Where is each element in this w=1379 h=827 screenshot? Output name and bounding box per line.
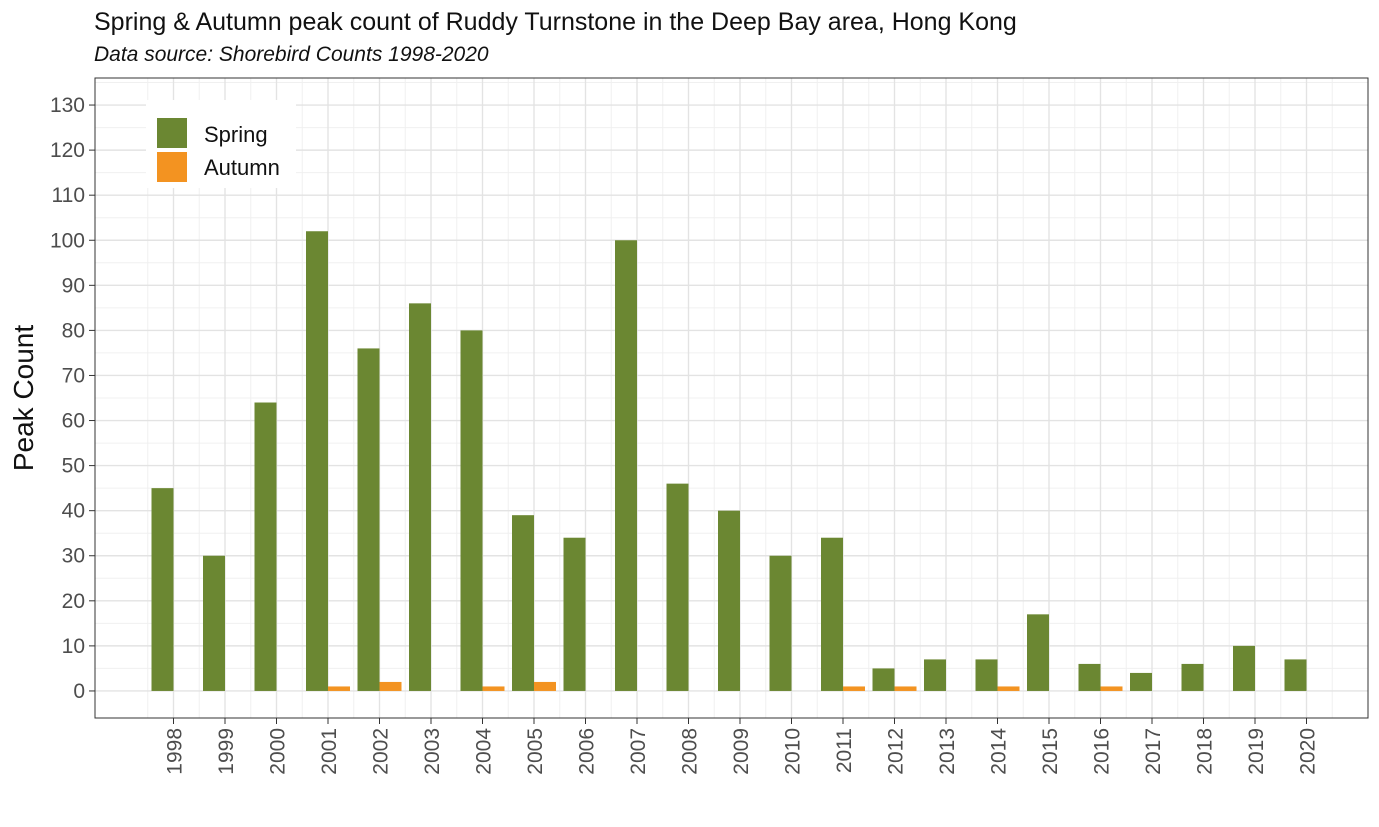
y-tick-label: 90	[62, 274, 85, 297]
legend: Spring Autumn	[146, 100, 296, 188]
y-tick-label: 130	[50, 94, 85, 117]
y-tick-label: 50	[62, 455, 85, 478]
x-tick-label: 2014	[988, 728, 1011, 775]
bar-spring-2013	[924, 659, 946, 691]
bar-spring-2017	[1130, 672, 1152, 691]
bar-spring-2015	[1027, 614, 1049, 691]
bar-spring-1998	[151, 488, 174, 691]
x-tick-label: 2019	[1245, 728, 1268, 775]
x-tick-label: 2008	[679, 728, 702, 775]
y-axis-label: Peak Count	[8, 325, 39, 472]
x-tick-label: 2001	[318, 728, 341, 775]
x-tick-label: 2002	[370, 728, 393, 775]
chart-title: Spring & Autumn peak count of Ruddy Turn…	[94, 8, 1017, 36]
bar-autumn-2002	[379, 681, 402, 691]
x-axis: 1998 1999 2000 2001 2002 2003 2004 2005 2006 2007…	[164, 718, 1320, 775]
plot-border	[94, 77, 1369, 719]
y-tick-label: 80	[62, 319, 85, 342]
bars	[151, 231, 1307, 691]
x-tick-label: 2020	[1297, 728, 1320, 775]
x-tick-label: 2006	[576, 728, 599, 775]
x-tick-label: 2000	[267, 728, 290, 775]
bar-autumn-2016	[1100, 686, 1123, 691]
x-tick-label: 1999	[215, 728, 238, 775]
x-tick-label: 2004	[473, 728, 496, 775]
bar-spring-2001	[306, 231, 328, 691]
bar-spring-2009	[718, 510, 740, 691]
legend-label-spring: Spring	[204, 122, 268, 147]
y-tick-label: 20	[62, 590, 85, 613]
bar-spring-2012	[872, 668, 895, 691]
bar-autumn-2001	[328, 686, 350, 691]
x-tick-label: 2010	[782, 728, 805, 775]
bar-spring-2020	[1284, 659, 1307, 691]
y-tick-label: 110	[52, 184, 85, 207]
bar-autumn-2011	[843, 686, 865, 691]
x-tick-label: 2012	[885, 728, 908, 775]
y-tick-label: 70	[62, 364, 85, 387]
y-tick-label: 0	[73, 680, 85, 703]
bar-spring-2008	[666, 483, 689, 691]
x-tick-label: 2009	[730, 728, 753, 775]
x-tick-label: 2015	[1039, 728, 1062, 775]
x-tick-label: 2018	[1194, 728, 1217, 775]
bar-spring-2005	[512, 515, 534, 691]
x-tick-label: 2005	[524, 728, 547, 775]
x-tick-label: 2016	[1091, 728, 1114, 775]
bar-spring-2018	[1181, 663, 1204, 691]
y-tick-label: 100	[50, 229, 85, 252]
x-tick-label: 2011	[833, 728, 856, 773]
bar-autumn-2012	[894, 686, 917, 691]
bar-spring-2004	[460, 330, 483, 691]
legend-label-autumn: Autumn	[204, 155, 280, 180]
bar-spring-2000	[254, 402, 277, 691]
bar-spring-2016	[1078, 663, 1101, 691]
y-tick-label: 30	[62, 545, 85, 568]
y-axis: 0 10 20 30 40 50 60 70 80 90 100 110 120 130	[50, 94, 95, 703]
bar-spring-2019	[1233, 645, 1255, 691]
y-tick-label: 60	[62, 410, 85, 433]
bar-spring-2014	[975, 659, 998, 691]
bar-spring-1999	[203, 555, 225, 691]
legend-swatch-spring	[157, 118, 187, 148]
bar-spring-2007	[615, 240, 637, 691]
bar-autumn-2004	[482, 686, 505, 691]
y-tick-label: 10	[62, 635, 85, 658]
bar-spring-2010	[769, 555, 792, 691]
bar-spring-2003	[409, 303, 431, 691]
bar-spring-2002	[357, 348, 380, 691]
x-tick-label: 2017	[1142, 728, 1165, 775]
x-tick-label: 1998	[164, 728, 187, 775]
y-tick-label: 40	[62, 500, 85, 523]
x-tick-label: 2013	[936, 728, 959, 775]
bar-autumn-2014	[997, 686, 1020, 691]
x-tick-label: 2003	[421, 728, 444, 775]
x-tick-label: 2007	[627, 728, 650, 775]
y-tick-label: 120	[50, 139, 85, 162]
bar-spring-2006	[563, 537, 586, 691]
chart-subtitle: Data source: Shorebird Counts 1998-2020	[94, 43, 489, 66]
bar-spring-2011	[821, 537, 843, 691]
bar-autumn-2005	[534, 681, 556, 691]
legend-swatch-autumn	[157, 152, 187, 182]
